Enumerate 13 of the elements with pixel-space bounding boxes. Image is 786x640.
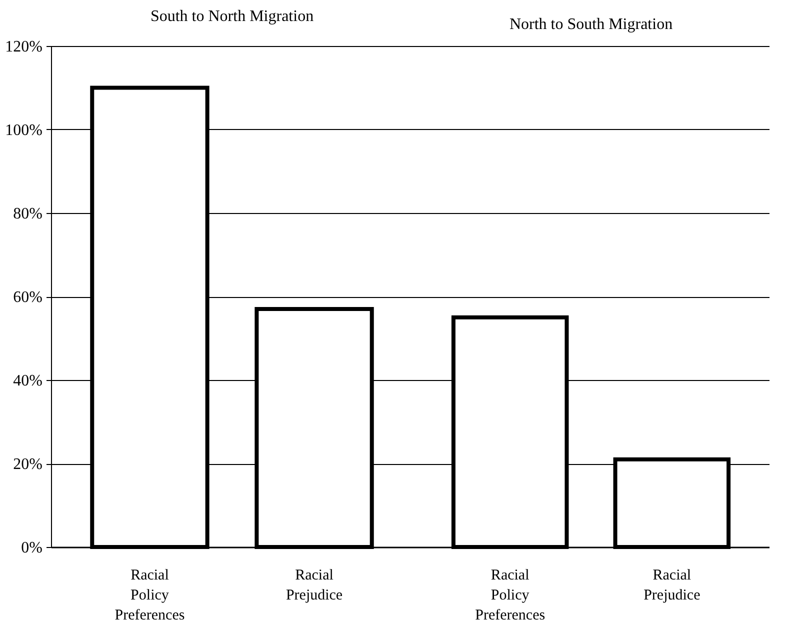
chart-title: North to South Migration bbox=[509, 16, 673, 33]
x-tick-label: Racial Prejudice bbox=[286, 568, 343, 604]
y-tick-label: 80% bbox=[13, 206, 42, 222]
y-tick-label: 40% bbox=[13, 372, 42, 390]
y-tick-label: 0% bbox=[21, 540, 42, 556]
x-tick-label: Racial Prejudice bbox=[644, 568, 701, 604]
x-tick-label: Racial Policy Preferences bbox=[475, 568, 546, 624]
chart-title: South to North Migration bbox=[150, 8, 314, 25]
y-tick-label: 120% bbox=[5, 38, 42, 56]
y-tick-label: 20% bbox=[13, 456, 42, 473]
y-tick-label: 100% bbox=[5, 122, 42, 139]
y-tick-label: 60% bbox=[13, 289, 42, 306]
x-tick-label: Racial Policy Preferences bbox=[114, 568, 185, 624]
